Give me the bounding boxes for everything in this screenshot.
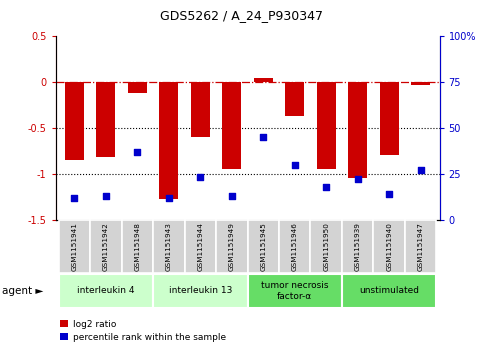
Bar (159, 82, 178, 199)
Text: agent ►: agent ► (2, 286, 44, 296)
Point (71, 195, 78, 200)
Bar (153, 274, 248, 308)
Point (197, 175, 204, 180)
Bar (222, 82, 241, 169)
Bar (185, 220, 216, 273)
Bar (279, 220, 311, 273)
Bar (248, 274, 342, 308)
Text: GSM1151943: GSM1151943 (166, 222, 172, 271)
Bar (248, 220, 279, 273)
Legend: log2 ratio, percentile rank within the sample: log2 ratio, percentile rank within the s… (60, 320, 226, 342)
Bar (122, 220, 153, 273)
Bar (317, 82, 336, 169)
Text: GSM1151948: GSM1151948 (134, 222, 141, 271)
Point (354, 176, 362, 182)
Bar (411, 82, 430, 85)
Bar (405, 220, 436, 273)
Point (259, 134, 267, 140)
Point (322, 184, 330, 189)
Text: unstimulated: unstimulated (359, 286, 419, 295)
Text: GSM1151944: GSM1151944 (198, 222, 203, 271)
Point (102, 193, 110, 199)
Point (417, 167, 425, 173)
Bar (285, 82, 304, 116)
Bar (191, 82, 210, 137)
Text: GSM1151947: GSM1151947 (418, 222, 424, 271)
Text: GSM1151950: GSM1151950 (323, 222, 329, 271)
Text: GSM1151945: GSM1151945 (260, 222, 266, 271)
Bar (65, 82, 84, 160)
Point (133, 149, 141, 155)
Text: interleukin 13: interleukin 13 (169, 286, 232, 295)
Bar (59, 274, 153, 308)
Point (228, 193, 236, 199)
Bar (342, 274, 436, 308)
Bar (348, 82, 367, 178)
Bar (311, 220, 342, 273)
Bar (254, 78, 273, 82)
Bar (90, 220, 122, 273)
Bar (153, 220, 185, 273)
Bar (216, 220, 248, 273)
Text: GSM1151940: GSM1151940 (386, 222, 392, 271)
Text: GSM1151941: GSM1151941 (71, 222, 77, 271)
Text: GSM1151946: GSM1151946 (292, 222, 298, 271)
Text: tumor necrosis
factor-α: tumor necrosis factor-α (261, 281, 328, 301)
Bar (97, 82, 115, 157)
Point (291, 162, 298, 168)
Text: GDS5262 / A_24_P930347: GDS5262 / A_24_P930347 (160, 9, 323, 22)
Text: GSM1151942: GSM1151942 (103, 222, 109, 271)
Text: GSM1151939: GSM1151939 (355, 222, 361, 271)
Bar (59, 220, 90, 273)
Text: GSM1151949: GSM1151949 (229, 222, 235, 271)
Bar (128, 82, 147, 93)
Bar (380, 82, 398, 155)
Text: interleukin 4: interleukin 4 (77, 286, 135, 295)
Bar (342, 220, 373, 273)
Bar (373, 220, 405, 273)
Point (385, 191, 393, 197)
Point (165, 195, 173, 200)
